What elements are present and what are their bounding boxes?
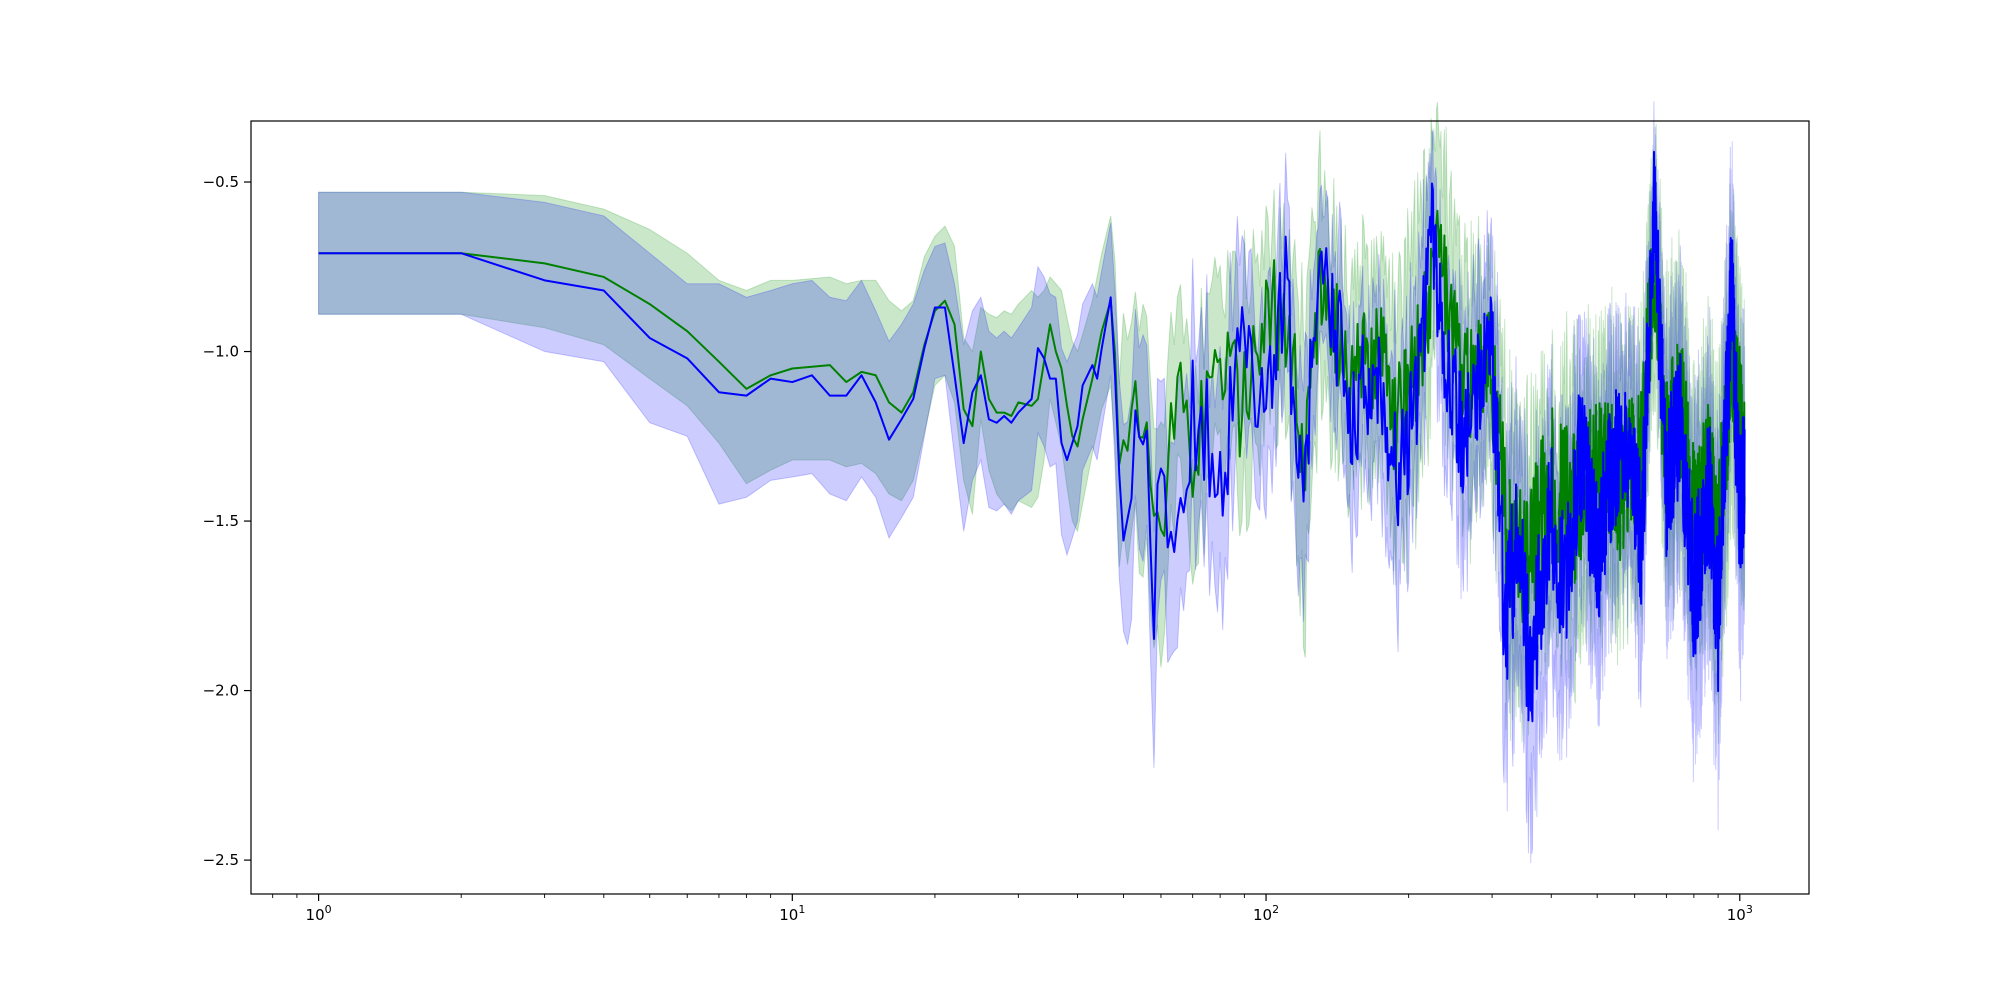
y-tick-label: −2.5 xyxy=(203,851,239,869)
y-tick-label: −1.5 xyxy=(203,512,239,530)
series-lines xyxy=(318,150,1746,723)
series-1-band xyxy=(318,101,1746,744)
series-2-line xyxy=(318,150,1746,723)
y-axis: −0.5 −1.0 −1.5 −2.0 −2.5 xyxy=(203,173,251,869)
x-axis: 100 101 102 103 xyxy=(272,894,1753,924)
y-tick-label: −0.5 xyxy=(203,173,239,191)
y-tick-label: −1.0 xyxy=(203,343,239,361)
confidence-bands xyxy=(318,101,1746,864)
x-tick-label: 101 xyxy=(779,903,805,924)
x-tick-label: 102 xyxy=(1253,903,1279,924)
x-tick-label: 103 xyxy=(1727,903,1753,924)
x-tick-label: 100 xyxy=(306,903,332,924)
y-tick-label: −2.0 xyxy=(203,682,239,700)
plot-area-frame xyxy=(250,120,1810,895)
